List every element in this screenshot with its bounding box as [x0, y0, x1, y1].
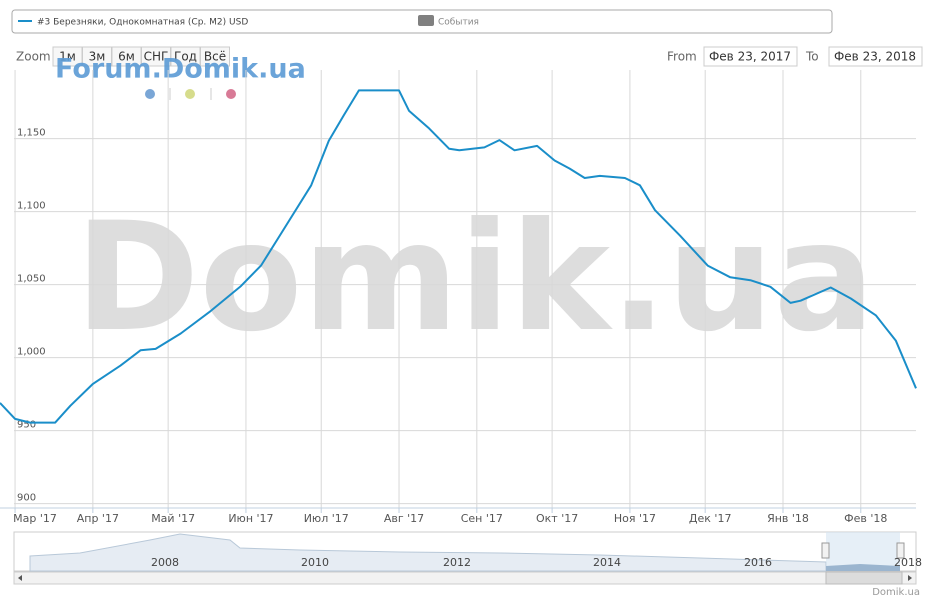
x-tick-label: Июл '17 — [304, 512, 349, 525]
y-tick-label: 900 — [17, 493, 36, 504]
y-tick-label: 950 — [17, 420, 36, 431]
range-button-label[interactable]: Всё — [204, 50, 226, 64]
zoom-label: Zoom — [16, 50, 51, 64]
navigator-handle[interactable] — [896, 542, 905, 559]
from-value[interactable]: Фев 23, 2017 — [709, 50, 791, 64]
scroll-arrow[interactable] — [18, 575, 22, 581]
dot — [145, 89, 155, 99]
to-input[interactable] — [828, 46, 923, 67]
navigator-labels: 2008 2010 2012 2014 2016 2018 — [151, 556, 922, 569]
range-button-label[interactable]: 1м — [59, 50, 76, 64]
x-tick-label: Мар '17 — [13, 512, 57, 525]
x-tick-label: Дек '17 — [689, 512, 732, 525]
from-label: From — [667, 50, 697, 64]
navigator-area — [826, 564, 900, 571]
range-button[interactable] — [200, 46, 230, 67]
navigator-label: 2010 — [301, 556, 329, 569]
plot-area: 900 950 1,000 1,050 1,100 1,150 Мар '17 Апр '17… — [0, 70, 917, 525]
range-button-label[interactable]: 3м — [89, 50, 106, 64]
x-tick-label: Янв '18 — [767, 512, 809, 525]
navigator-label: 2012 — [443, 556, 471, 569]
from-input[interactable] — [703, 46, 798, 67]
y-tick-label: 1,150 — [17, 128, 46, 139]
to-value[interactable]: Фев 23, 2018 — [834, 50, 916, 64]
y-tick-label: 1,100 — [17, 201, 46, 212]
legend-entry[interactable]: События — [438, 18, 479, 28]
range-button-label[interactable]: 6м — [118, 50, 135, 64]
to-label: To — [805, 50, 819, 64]
x-tick-label: Май '17 — [151, 512, 195, 525]
scrollbar[interactable] — [13, 571, 917, 585]
y-tick-label: 1,050 — [17, 274, 46, 285]
x-tick-label: Фев '18 — [844, 512, 887, 525]
y-tick-label: 1,000 — [17, 347, 46, 358]
range-buttons: 1м 3м 6м СНГ Год Всё — [52, 46, 230, 67]
dot — [185, 89, 195, 99]
x-tick-label: Сен '17 — [461, 512, 503, 525]
navigator-label: 2008 — [151, 556, 179, 569]
range-button-label[interactable]: Год — [174, 50, 197, 64]
range-button-label[interactable]: СНГ — [144, 50, 169, 64]
x-tick-label: Авг '17 — [384, 512, 424, 525]
legend-symbol — [418, 15, 434, 26]
legend-entry[interactable]: #3 Березняки, Однокомнатная (Ср. М2) USD — [37, 18, 248, 28]
x-tick-label: Апр '17 — [77, 512, 119, 525]
navigator-handle[interactable] — [821, 542, 830, 559]
navigator-label: 2018 — [894, 556, 922, 569]
x-tick-label: Окт '17 — [536, 512, 578, 525]
x-tick-label: Июн '17 — [228, 512, 273, 525]
navigator-label: 2016 — [744, 556, 772, 569]
series-line — [0, 89, 917, 424]
credit: Domik.ua — [872, 587, 920, 598]
watermark: Domik.ua — [75, 191, 875, 365]
dot — [226, 89, 236, 99]
forum-watermark: Forum.Domik.ua — [55, 54, 306, 85]
navigator-label: 2014 — [593, 556, 621, 569]
scroll-arrow[interactable] — [908, 575, 912, 581]
x-tick-label: Ноя '17 — [614, 512, 656, 525]
scrollbar-thumb[interactable] — [825, 571, 903, 585]
